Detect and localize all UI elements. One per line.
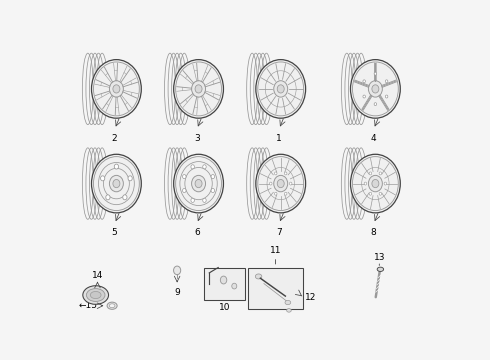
Ellipse shape xyxy=(277,85,284,93)
Text: 4: 4 xyxy=(371,134,376,143)
Text: 2: 2 xyxy=(112,134,118,143)
Ellipse shape xyxy=(385,80,388,83)
Ellipse shape xyxy=(114,164,119,169)
Bar xyxy=(204,267,245,300)
Ellipse shape xyxy=(287,309,291,312)
Ellipse shape xyxy=(109,304,115,308)
Ellipse shape xyxy=(107,302,117,309)
Ellipse shape xyxy=(270,182,272,185)
Ellipse shape xyxy=(350,60,400,118)
Ellipse shape xyxy=(109,175,123,192)
Ellipse shape xyxy=(377,267,384,271)
Ellipse shape xyxy=(192,81,205,97)
Text: 11: 11 xyxy=(270,246,281,255)
Ellipse shape xyxy=(277,180,284,188)
Ellipse shape xyxy=(385,95,388,98)
Ellipse shape xyxy=(285,300,291,305)
Ellipse shape xyxy=(211,175,215,179)
Ellipse shape xyxy=(363,80,366,83)
Ellipse shape xyxy=(374,103,377,105)
Ellipse shape xyxy=(256,60,306,118)
Ellipse shape xyxy=(90,292,101,298)
Ellipse shape xyxy=(173,154,223,213)
Text: 5: 5 xyxy=(112,228,118,237)
Text: 7: 7 xyxy=(276,228,282,237)
Ellipse shape xyxy=(86,289,105,301)
Ellipse shape xyxy=(192,175,205,192)
Ellipse shape xyxy=(83,286,109,304)
Ellipse shape xyxy=(369,192,371,195)
Ellipse shape xyxy=(183,189,186,193)
Ellipse shape xyxy=(368,175,382,192)
Ellipse shape xyxy=(364,182,367,185)
Ellipse shape xyxy=(232,283,237,289)
Text: 3: 3 xyxy=(194,134,199,143)
Bar xyxy=(248,267,303,309)
Ellipse shape xyxy=(384,182,387,185)
Ellipse shape xyxy=(379,172,382,175)
Ellipse shape xyxy=(372,180,379,188)
Ellipse shape xyxy=(113,85,120,93)
Ellipse shape xyxy=(100,176,105,181)
Ellipse shape xyxy=(113,180,120,188)
Ellipse shape xyxy=(374,72,377,75)
Text: ←15: ←15 xyxy=(79,301,98,310)
Ellipse shape xyxy=(109,81,123,97)
Ellipse shape xyxy=(183,175,186,179)
Ellipse shape xyxy=(274,192,277,195)
Ellipse shape xyxy=(363,95,366,98)
Ellipse shape xyxy=(106,195,110,200)
Text: 10: 10 xyxy=(219,303,230,312)
Ellipse shape xyxy=(195,180,202,188)
Ellipse shape xyxy=(123,195,127,200)
Ellipse shape xyxy=(173,60,223,118)
Text: 13: 13 xyxy=(373,253,385,262)
Text: 1: 1 xyxy=(276,134,282,143)
Ellipse shape xyxy=(350,154,400,213)
Text: 14: 14 xyxy=(92,271,103,280)
Ellipse shape xyxy=(203,198,206,202)
Ellipse shape xyxy=(128,176,132,181)
Ellipse shape xyxy=(191,198,195,202)
Text: 9: 9 xyxy=(174,288,180,297)
Ellipse shape xyxy=(203,165,206,169)
Ellipse shape xyxy=(92,60,141,118)
Ellipse shape xyxy=(274,172,277,175)
Ellipse shape xyxy=(379,192,382,195)
Ellipse shape xyxy=(285,192,287,195)
Ellipse shape xyxy=(274,81,288,97)
Ellipse shape xyxy=(173,266,181,275)
Ellipse shape xyxy=(274,175,288,192)
Ellipse shape xyxy=(92,154,141,213)
Ellipse shape xyxy=(372,85,379,93)
Ellipse shape xyxy=(220,276,227,284)
Text: 6: 6 xyxy=(194,228,199,237)
Ellipse shape xyxy=(369,172,371,175)
Ellipse shape xyxy=(368,81,382,97)
Ellipse shape xyxy=(290,182,292,185)
Text: 12: 12 xyxy=(305,293,317,302)
Ellipse shape xyxy=(285,172,287,175)
Text: 8: 8 xyxy=(371,228,376,237)
Ellipse shape xyxy=(195,85,202,93)
Ellipse shape xyxy=(255,274,262,279)
Ellipse shape xyxy=(256,154,306,213)
Ellipse shape xyxy=(191,165,195,169)
Ellipse shape xyxy=(211,189,215,193)
